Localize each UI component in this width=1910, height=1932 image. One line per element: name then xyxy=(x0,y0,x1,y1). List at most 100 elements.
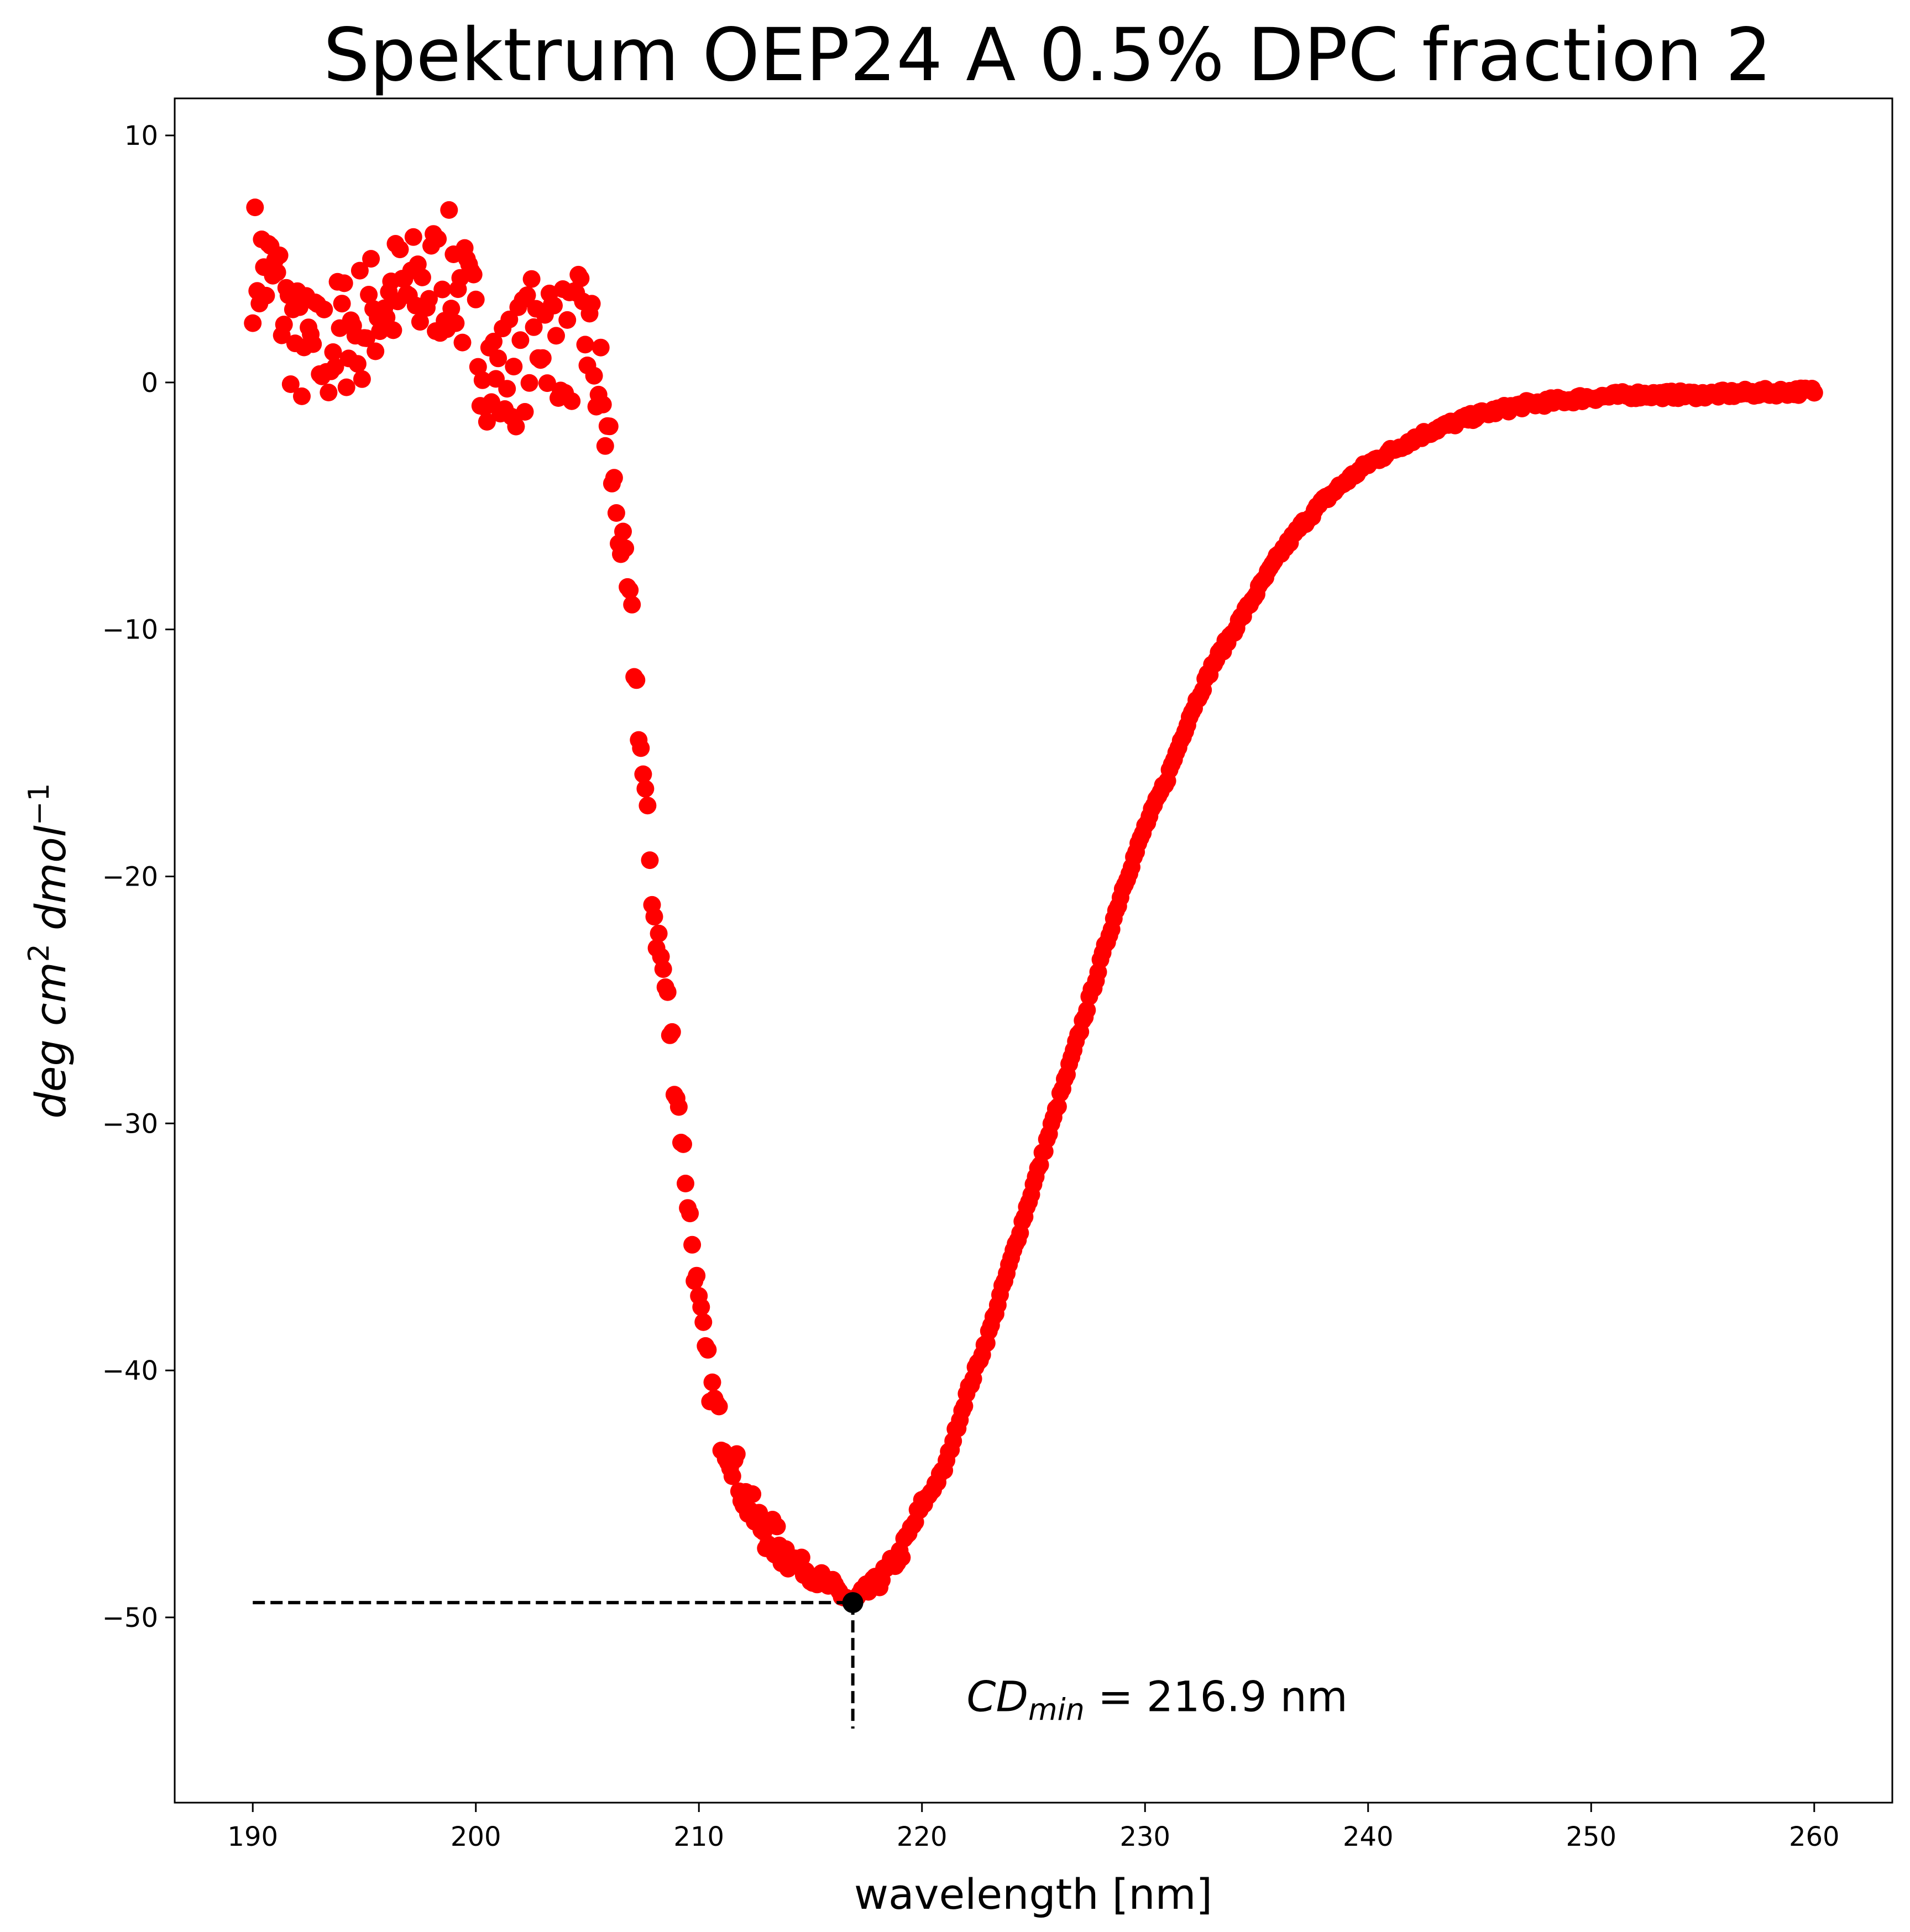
data-point xyxy=(650,924,668,943)
data-point xyxy=(268,263,286,281)
data-point xyxy=(485,332,503,350)
data-point xyxy=(360,286,378,303)
data-point xyxy=(447,314,465,332)
data-point xyxy=(516,403,534,421)
data-point xyxy=(522,270,541,288)
data-point xyxy=(500,310,519,328)
data-point xyxy=(654,960,672,978)
data-point xyxy=(893,1548,911,1567)
data-point xyxy=(688,1266,706,1285)
x-tick-label: 190 xyxy=(227,1821,278,1852)
data-point xyxy=(744,1485,762,1503)
chart-title: Spektrum OEP24 A 0.5% DPC fraction 2 xyxy=(323,13,1772,98)
data-point xyxy=(636,779,655,798)
data-point xyxy=(692,1298,710,1316)
data-point xyxy=(358,329,375,347)
data-point xyxy=(596,437,614,455)
data-point xyxy=(585,366,603,385)
data-point xyxy=(621,581,639,599)
data-point xyxy=(525,318,543,336)
data-point xyxy=(710,1397,728,1416)
data-point xyxy=(583,295,601,313)
minimum-point xyxy=(842,1592,864,1614)
data-point xyxy=(348,355,367,373)
data-point xyxy=(669,1098,688,1116)
y-axis-label-mid: dmol xyxy=(26,825,75,944)
data-point xyxy=(335,274,353,292)
y-axis-label-sup1: 2 xyxy=(23,944,56,962)
data-point xyxy=(614,522,632,541)
data-point xyxy=(518,286,536,305)
data-point xyxy=(547,327,565,345)
data-point xyxy=(440,201,458,219)
data-point xyxy=(538,374,556,392)
data-point xyxy=(663,1023,681,1041)
minimum-marker-group xyxy=(842,1592,864,1614)
data-point xyxy=(607,504,625,522)
data-point xyxy=(641,851,659,870)
y-tick-label: 0 xyxy=(141,368,158,399)
data-point xyxy=(605,469,623,487)
data-point xyxy=(683,1235,702,1254)
data-point xyxy=(275,316,293,333)
data-point xyxy=(442,300,461,318)
data-point xyxy=(420,290,438,308)
data-point xyxy=(594,395,612,413)
y-tick-label: 10 xyxy=(124,121,158,151)
data-point xyxy=(244,314,262,332)
data-point xyxy=(520,374,538,392)
y-axis-ticks: 10 0 −10 −20 −30 −40 −50 xyxy=(102,121,175,1633)
data-point xyxy=(384,321,402,339)
data-point xyxy=(677,1175,694,1192)
data-point xyxy=(270,246,289,264)
data-point xyxy=(464,265,483,284)
y-axis-label: deg cm2 dmol−1 xyxy=(23,783,75,1118)
data-point xyxy=(333,295,351,313)
data-point xyxy=(792,1548,810,1567)
data-point xyxy=(469,358,487,376)
data-point xyxy=(545,296,563,315)
data-point xyxy=(1078,1001,1096,1019)
data-point xyxy=(315,300,333,318)
data-point xyxy=(703,1373,721,1391)
data-point xyxy=(634,765,652,783)
data-point xyxy=(453,333,472,352)
data-point xyxy=(304,335,322,353)
plot-frame xyxy=(174,97,1893,1804)
data-point xyxy=(507,417,525,436)
data-point xyxy=(572,269,590,287)
data-point xyxy=(404,228,422,246)
data-point xyxy=(723,1467,741,1485)
x-tick-label: 260 xyxy=(1789,1821,1840,1852)
y-axis-label-sup2: −1 xyxy=(23,783,56,825)
data-point xyxy=(293,387,311,405)
data-point xyxy=(350,261,369,280)
data-point xyxy=(694,1313,713,1331)
y-tick-label: −20 xyxy=(102,861,158,892)
data-point xyxy=(505,358,523,376)
data-point xyxy=(353,370,371,388)
data-point xyxy=(478,413,496,431)
data-point xyxy=(623,595,641,614)
data-point xyxy=(600,417,619,436)
data-point xyxy=(326,358,344,376)
x-tick-label: 200 xyxy=(451,1821,501,1852)
data-point xyxy=(627,671,646,689)
data-point xyxy=(257,286,275,305)
cd-min-annotation: CDmin = 216.9 nm xyxy=(966,1672,1347,1727)
x-tick-label: 240 xyxy=(1343,1821,1394,1852)
data-point xyxy=(320,384,338,401)
data-point xyxy=(489,349,507,368)
data-point xyxy=(362,250,380,268)
data-point xyxy=(411,313,429,331)
data-point xyxy=(750,1504,768,1522)
data-point xyxy=(433,280,452,299)
data-point xyxy=(576,336,594,354)
data-point xyxy=(473,371,491,389)
data-point xyxy=(558,311,577,329)
data-point xyxy=(674,1135,692,1153)
data-point xyxy=(563,392,581,410)
x-tick-label: 210 xyxy=(673,1821,724,1852)
